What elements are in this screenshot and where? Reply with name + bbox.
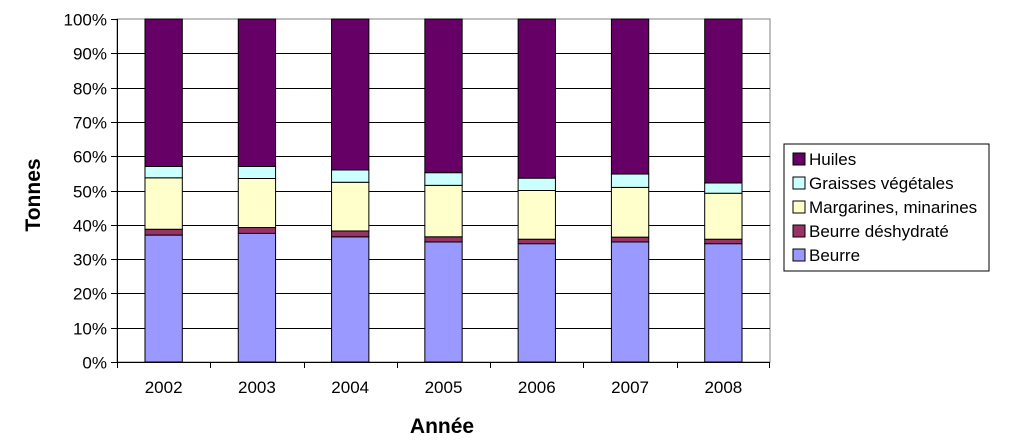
bar-segment xyxy=(144,165,183,179)
bar-segment xyxy=(517,238,556,245)
bar-segment xyxy=(237,227,277,234)
bar-segment xyxy=(424,241,463,363)
bar-segment xyxy=(517,243,556,363)
y-tick-label: 60% xyxy=(73,148,107,167)
x-tick-label: 2002 xyxy=(145,378,183,397)
legend-label: Margarines, minarines xyxy=(809,198,977,217)
y-tick-label: 10% xyxy=(73,320,107,339)
bar-segment xyxy=(517,18,556,179)
bar-segment xyxy=(610,236,650,243)
y-tick-label: 40% xyxy=(73,217,107,236)
legend-swatch xyxy=(792,248,806,262)
bar-segment xyxy=(237,18,277,167)
bar-segment xyxy=(610,18,650,175)
y-tick-label: 70% xyxy=(73,114,107,133)
legend-label: Beurre xyxy=(809,246,860,265)
legend-label: Huiles xyxy=(809,150,856,169)
x-tick-label: 2006 xyxy=(518,378,556,397)
y-tick-label: 20% xyxy=(73,285,107,304)
bars-group xyxy=(144,18,743,363)
bar-segment xyxy=(331,169,370,183)
bar-segment xyxy=(424,172,463,186)
x-tick-label: 2003 xyxy=(238,378,276,397)
x-tick-label: 2007 xyxy=(611,378,649,397)
legend-label: Graisses végétales xyxy=(809,174,954,193)
bar-segment xyxy=(144,234,183,363)
x-tick-label: 2005 xyxy=(425,378,463,397)
bar-segment xyxy=(704,238,743,245)
y-tick-label: 90% xyxy=(73,45,107,64)
x-tick-label: 2008 xyxy=(704,378,742,397)
bar-segment xyxy=(424,184,463,238)
legend: Huiles Graisses végétales Margarines, mina… xyxy=(783,143,990,272)
legend-box xyxy=(783,143,990,272)
bar-segment xyxy=(331,236,370,363)
y-axis-title: Tonnes xyxy=(22,158,45,231)
y-tick-label: 100% xyxy=(64,11,107,30)
bar-segment xyxy=(704,18,743,184)
bar-segment xyxy=(704,182,743,194)
bar-segment xyxy=(424,18,463,174)
legend-swatch xyxy=(792,224,806,238)
bar-segment xyxy=(144,177,183,230)
bar-segment xyxy=(331,230,370,238)
x-axis-title: Année xyxy=(410,415,474,438)
bar-segment xyxy=(704,192,743,240)
bar-segment xyxy=(144,18,183,167)
bar-segment xyxy=(610,173,650,188)
bar-segment xyxy=(610,186,650,238)
legend-swatch xyxy=(792,200,806,214)
legend-swatch xyxy=(792,152,806,166)
bar-segment xyxy=(704,243,743,363)
legend-label: Beurre déshydraté xyxy=(809,222,949,241)
axes-group: 0% 10% 20% 30% 40% 50% 60% 70% 80% 90% 100% 2002 200… xyxy=(64,11,770,397)
y-tick-label: 0% xyxy=(82,354,107,373)
bar-segment xyxy=(610,241,650,363)
bar-segment xyxy=(237,165,277,179)
x-tick-label: 2004 xyxy=(331,378,369,397)
bar-segment xyxy=(424,236,463,243)
bar-segment xyxy=(237,232,277,363)
bar-segment xyxy=(331,181,370,232)
bar-segment xyxy=(237,177,277,229)
bar-segment xyxy=(144,228,183,236)
y-tick-label: 30% xyxy=(73,251,107,270)
y-tick-label: 80% xyxy=(73,80,107,99)
legend-swatch xyxy=(792,176,806,190)
bar-segment xyxy=(331,18,370,171)
bar-segment xyxy=(517,190,556,240)
bar-segment xyxy=(517,177,556,191)
y-tick-label: 50% xyxy=(73,183,107,202)
